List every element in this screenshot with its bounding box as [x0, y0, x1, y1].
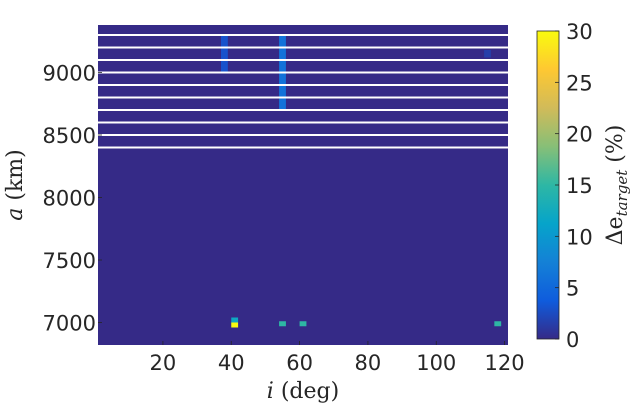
colorbar-tick-label: 15 — [566, 174, 593, 198]
heatmap-background — [98, 25, 508, 345]
gap-row-overlay — [98, 84, 508, 86]
x-axis-ticks: 20 40 60 80 100 120 — [150, 341, 525, 375]
gap-row-overlay — [98, 96, 508, 99]
heatmap-cell — [484, 50, 491, 58]
gap-row-overlay — [98, 46, 508, 49]
colorbar-label: Δetarget (%) — [603, 125, 631, 246]
colorbar-tick-label: 20 — [566, 123, 593, 147]
heatmap-cell — [231, 317, 239, 323]
colorbar-ticks: 0 5 10 15 20 25 30 — [555, 20, 593, 352]
gap-row — [98, 146, 508, 149]
x-tick-label: 80 — [355, 351, 382, 375]
gap-row — [98, 134, 508, 136]
gap-row — [98, 121, 508, 124]
x-tick-label: 100 — [416, 351, 456, 375]
colorbar-tick-label: 30 — [566, 20, 593, 44]
colorbar-tick-label: 25 — [566, 71, 593, 95]
heatmap-cell — [299, 321, 307, 327]
heatmap-cell — [221, 35, 228, 73]
gap-row-overlay — [98, 109, 508, 111]
x-tick-label: 40 — [218, 351, 245, 375]
gap-row-overlay — [98, 71, 508, 74]
y-tick-label: 8500 — [43, 124, 96, 148]
data-cells — [98, 34, 508, 328]
gap-row-overlay — [98, 59, 508, 61]
x-tick-label: 60 — [286, 351, 313, 375]
x-tick-label: 20 — [150, 351, 177, 375]
y-tick-label: 7000 — [43, 312, 96, 336]
x-tick-label: 120 — [485, 351, 525, 375]
x-axis-label: i (deg) — [267, 379, 339, 404]
y-tick-label: 8000 — [43, 187, 96, 211]
y-tick-label: 9000 — [43, 62, 96, 86]
y-tick-label: 7500 — [43, 249, 96, 273]
heatmap-cell — [494, 321, 502, 327]
colorbar-tick-label: 10 — [566, 225, 593, 249]
heatmap-cell — [231, 322, 239, 328]
gap-row-overlay — [98, 34, 508, 36]
colorbar-tick-label: 5 — [566, 277, 579, 301]
y-axis-ticks: 7000 7500 8000 8500 9000 — [43, 62, 102, 336]
plot-area — [98, 25, 508, 345]
heatmap-cell — [279, 321, 286, 327]
y-axis-label: a (km) — [3, 149, 28, 220]
colorbar-tick-label: 0 — [566, 328, 579, 352]
